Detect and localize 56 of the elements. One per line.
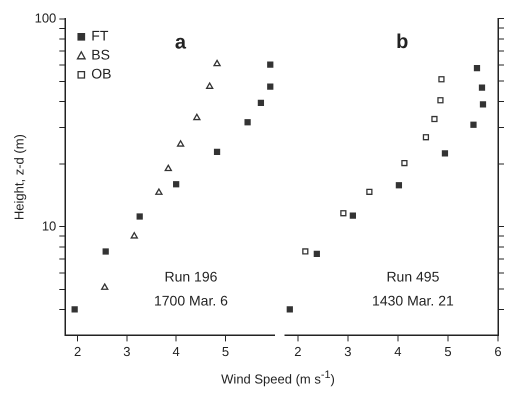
point [164, 164, 172, 172]
point [267, 61, 274, 68]
point [213, 60, 221, 66]
point [314, 250, 320, 257]
text: b [396, 31, 408, 54]
point [366, 188, 373, 195]
point [470, 122, 477, 128]
point [286, 306, 293, 313]
point [267, 83, 274, 90]
point [176, 140, 184, 147]
y-tick-label: 100 [34, 10, 56, 26]
y-axis-title: Height, z-d (m) [11, 134, 26, 220]
point [72, 306, 78, 313]
point [102, 248, 109, 255]
x-axis-title: Wind Speed (m s$^{-1}$) [220, 369, 336, 386]
x-tick-label: 3 [344, 344, 352, 359]
x-tick-label: 2 [74, 344, 82, 359]
text: a [174, 31, 187, 54]
point [474, 65, 480, 72]
point [478, 84, 486, 91]
point [401, 160, 408, 166]
legend-label: BS [91, 46, 110, 63]
point [206, 82, 214, 89]
point [350, 212, 356, 219]
point [302, 248, 308, 255]
point [396, 182, 402, 188]
annotation: Run 495 [386, 268, 440, 284]
legend-label: OB [91, 66, 112, 82]
point [130, 232, 138, 239]
x-tick-label: 5 [444, 344, 452, 359]
annotation: Run 196 [164, 268, 218, 284]
x-tick-label: 3 [123, 344, 130, 359]
x-tick-label: 4 [394, 344, 402, 359]
point [173, 181, 180, 188]
point [136, 213, 143, 220]
point [244, 119, 251, 126]
point [442, 150, 448, 156]
legend-label: FT [91, 28, 109, 44]
point [258, 100, 264, 106]
point [480, 101, 486, 108]
point [214, 148, 220, 156]
point [193, 114, 201, 120]
point [437, 97, 444, 104]
annotation: 1430 Mar. 21 [372, 292, 454, 308]
point [422, 134, 430, 140]
annotation: 1700 Mar. 6 [154, 292, 228, 308]
point [155, 188, 163, 195]
point [431, 116, 438, 122]
x-tick-label: 4 [172, 344, 180, 359]
point [340, 210, 346, 216]
point [438, 76, 445, 82]
y-tick-label: 10 [42, 218, 56, 234]
x-tick-label: 6 [494, 344, 502, 359]
x-tick-label: 2 [294, 344, 302, 359]
x-tick-label: 5 [222, 344, 230, 359]
point [101, 283, 108, 290]
